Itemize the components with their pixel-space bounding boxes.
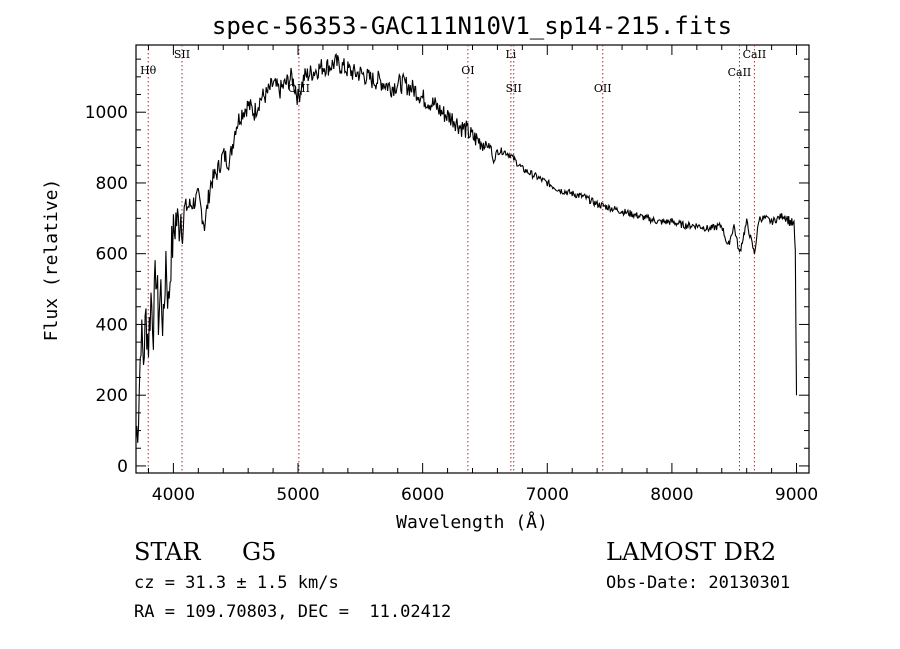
object-class: STAR [134, 538, 201, 566]
y-axis-label: Flux (relative) [41, 179, 62, 342]
marker-label: Li [505, 48, 516, 61]
x-tick-label: 8000 [650, 485, 693, 505]
marker-label: Hθ [140, 64, 157, 77]
survey-name: LAMOST DR2 [606, 538, 777, 566]
spectrum-series-line [135, 53, 798, 443]
marker-label: CaII [743, 48, 767, 61]
plot-frame [135, 44, 810, 474]
chart-title: spec-56353-GAC111N10V1_sp14-215.fits [212, 12, 732, 40]
marker-label: OI [461, 64, 474, 77]
axes: 4000 5000 6000 7000 8000 9000 0 200 400 600 800 100… [85, 45, 818, 505]
x-tick-label: 7000 [526, 485, 569, 505]
x-tick-label: 9000 [775, 485, 818, 505]
x-tick-label: 4000 [152, 485, 195, 505]
y-tick-label: 600 [96, 245, 128, 265]
y-tick-label: 0 [117, 457, 128, 477]
marker-label: SII [506, 82, 522, 95]
y-tick-label: 800 [96, 174, 128, 194]
y-tick-label: 400 [96, 315, 128, 335]
x-tick-label: 5000 [276, 485, 319, 505]
marker-label: SII [174, 48, 190, 61]
x-tick-label: 6000 [401, 485, 444, 505]
marker-label: OII [594, 82, 612, 95]
y-tick-label: 200 [96, 386, 128, 406]
marker-label: CaII [728, 66, 752, 79]
object-subclass: G5 [242, 538, 277, 566]
redshift-cz: cz = 31.3 ± 1.5 km/s [134, 573, 339, 593]
y-tick-label: 1000 [85, 103, 128, 123]
x-axis-label: Wavelength (Å) [396, 511, 548, 533]
obs-date: Obs-Date: 20130301 [606, 573, 791, 593]
coordinates: RA = 109.70803, DEC = 11.02412 [134, 602, 452, 622]
